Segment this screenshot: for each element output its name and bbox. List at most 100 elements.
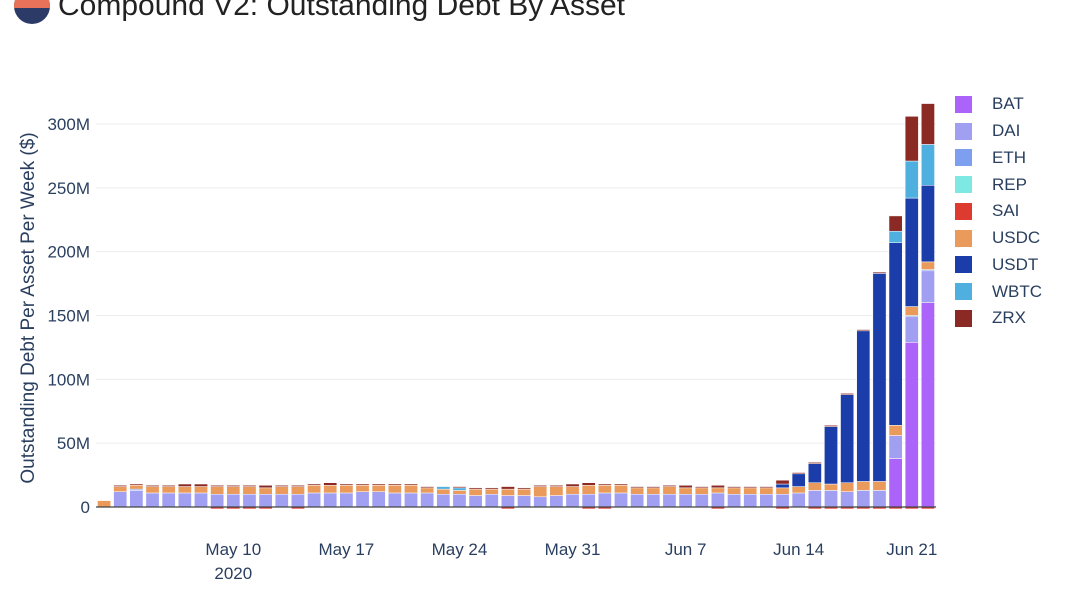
- legend-item-usdc[interactable]: USDC: [955, 225, 1042, 252]
- bar-segment: [711, 487, 725, 494]
- compound-logo-icon: [14, 0, 50, 24]
- chart-legend: BAT DAI ETH REP SAI USDC USDT WBTC ZRX: [955, 91, 1042, 332]
- bar-segment: [501, 488, 515, 496]
- bar-segment: [452, 487, 467, 491]
- bar-segment: [161, 486, 176, 494]
- bar-segment: [904, 160, 919, 199]
- legend-swatch: [955, 229, 972, 247]
- bar-segment: [307, 485, 321, 494]
- bar-segment: [145, 485, 160, 487]
- bar-segment: [791, 473, 806, 487]
- bar-segment: [888, 215, 903, 232]
- bar-segment: [355, 491, 370, 508]
- bar-segment: [597, 483, 612, 486]
- legend-item-eth[interactable]: ETH: [955, 145, 1042, 172]
- bar-segment: [323, 482, 338, 486]
- bar-segment: [775, 487, 790, 495]
- bar-segment: [921, 261, 935, 270]
- bar-segment: [775, 493, 790, 508]
- bar-segment: [387, 483, 402, 486]
- legend-item-bat[interactable]: BAT: [955, 91, 1042, 118]
- bar-segment: [646, 487, 661, 495]
- bar-segment: [840, 482, 855, 492]
- legend-swatch: [955, 283, 972, 301]
- bar-segment: [501, 495, 515, 508]
- chart-title: Compound V2: Outstanding Debt By Asset: [58, 0, 625, 22]
- bar-segment: [484, 488, 499, 495]
- legend-label: SAI: [992, 201, 1020, 221]
- bar-segment: [614, 492, 628, 508]
- bar-segment: [161, 485, 176, 487]
- bar-segment: [194, 492, 208, 508]
- bar-segment: [339, 485, 354, 494]
- bar-segment: [420, 487, 435, 494]
- bar-segment: [339, 483, 354, 486]
- bar-segment: [727, 486, 741, 489]
- legend-item-wbtc[interactable]: WBTC: [955, 278, 1042, 305]
- bar-segment: [904, 116, 919, 162]
- legend-label: ETH: [992, 147, 1026, 167]
- bar-segment: [533, 496, 548, 508]
- x-tick-label: May 17: [319, 540, 375, 559]
- bar-segment: [807, 482, 822, 491]
- bar-segment: [323, 485, 338, 494]
- bar-segment: [662, 486, 677, 495]
- bar-segment: [242, 486, 257, 495]
- bar-segment: [97, 500, 111, 508]
- legend-label: WBTC: [992, 281, 1043, 301]
- bar-segment: [258, 485, 273, 489]
- bar-segment: [694, 487, 709, 495]
- bar-segment: [727, 487, 741, 495]
- bar-segment: [856, 330, 871, 482]
- bar-segment: [630, 493, 645, 508]
- bar-segment: [533, 486, 548, 498]
- bar-segment: [274, 486, 289, 495]
- bar-segment: [501, 486, 515, 490]
- bar-segment: [824, 426, 838, 485]
- legend-item-sai[interactable]: SAI: [955, 198, 1042, 225]
- bar-segment: [791, 492, 806, 508]
- bar-segment: [452, 490, 467, 495]
- bar-segment: [614, 485, 628, 494]
- bar-segment: [113, 485, 128, 487]
- legend-item-rep[interactable]: REP: [955, 171, 1042, 198]
- bar-segment: [291, 486, 305, 495]
- bar-segment: [759, 493, 774, 508]
- bar-segment: [355, 485, 370, 492]
- y-axis-label: Outstanding Debt Per Asset Per Week ($): [18, 132, 39, 483]
- bar-segment: [177, 486, 192, 494]
- bar-segment: [921, 103, 935, 145]
- bar-segment: [517, 487, 531, 490]
- bar-segment: [662, 485, 677, 487]
- bar-segment: [436, 488, 451, 495]
- bar-segment: [129, 490, 144, 508]
- bar-segment: [355, 483, 370, 486]
- bar-segment: [323, 492, 338, 508]
- legend-item-dai[interactable]: DAI: [955, 118, 1042, 145]
- bar-segment: [872, 481, 887, 491]
- legend-item-usdt[interactable]: USDT: [955, 252, 1042, 279]
- bar-segment: [484, 487, 499, 490]
- bar-segment: [565, 486, 580, 495]
- bar-segment: [840, 393, 855, 395]
- bar-segment: [904, 306, 919, 316]
- bar-segment: [565, 483, 580, 487]
- bar-segment: [404, 485, 418, 494]
- bar-segment: [614, 483, 628, 486]
- y-tick-label: 300M: [47, 115, 90, 134]
- bar-segment: [630, 486, 645, 489]
- bar-segment: [210, 486, 225, 495]
- bar-segment: [258, 493, 273, 508]
- bar-segment: [743, 487, 758, 495]
- bar-segment: [339, 492, 354, 508]
- chart-header: Compound V2: Outstanding Debt By Asset: [14, 0, 625, 26]
- bar-segment: [194, 486, 208, 494]
- legend-item-zrx[interactable]: ZRX: [955, 305, 1042, 332]
- legend-swatch: [955, 309, 972, 327]
- bar-segment: [888, 242, 903, 426]
- bar-segment: [840, 394, 855, 483]
- bar-segment: [210, 493, 225, 508]
- bar-segment: [662, 493, 677, 508]
- bar-segment: [856, 490, 871, 508]
- y-tick-label: 150M: [47, 307, 90, 326]
